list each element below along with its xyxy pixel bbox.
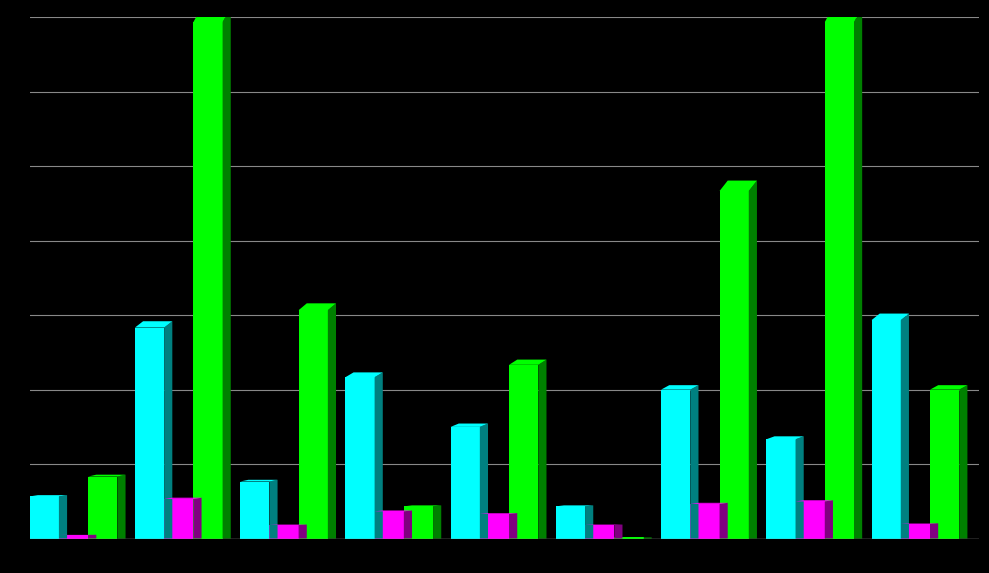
Bar: [88, 477, 118, 539]
Polygon shape: [614, 524, 622, 539]
Polygon shape: [194, 7, 230, 22]
Bar: [375, 511, 404, 539]
Polygon shape: [766, 436, 804, 439]
Bar: [871, 320, 901, 539]
Polygon shape: [959, 385, 967, 539]
Bar: [269, 525, 299, 539]
Bar: [901, 524, 930, 539]
Bar: [135, 328, 164, 539]
Polygon shape: [269, 480, 278, 539]
Polygon shape: [690, 385, 698, 539]
Bar: [825, 22, 854, 539]
Bar: [720, 191, 749, 539]
Polygon shape: [749, 180, 757, 539]
Polygon shape: [825, 7, 862, 22]
Bar: [164, 499, 194, 539]
Polygon shape: [30, 495, 67, 496]
Polygon shape: [327, 303, 336, 539]
Bar: [661, 390, 690, 539]
Polygon shape: [720, 180, 757, 191]
Bar: [451, 427, 480, 539]
Polygon shape: [930, 385, 967, 390]
Polygon shape: [509, 360, 547, 365]
Polygon shape: [451, 423, 488, 427]
Polygon shape: [164, 498, 202, 499]
Polygon shape: [871, 313, 909, 320]
Bar: [345, 377, 375, 539]
Polygon shape: [404, 511, 412, 539]
Bar: [766, 439, 795, 539]
Polygon shape: [720, 503, 728, 539]
Bar: [194, 22, 223, 539]
Bar: [930, 390, 959, 539]
Polygon shape: [433, 505, 441, 539]
Bar: [299, 310, 327, 539]
Polygon shape: [240, 480, 278, 481]
Polygon shape: [538, 360, 547, 539]
Bar: [240, 481, 269, 539]
Polygon shape: [480, 423, 488, 539]
Bar: [59, 535, 88, 539]
Polygon shape: [930, 523, 939, 539]
Polygon shape: [644, 537, 652, 539]
Bar: [404, 507, 433, 539]
Polygon shape: [164, 321, 172, 539]
Polygon shape: [88, 474, 126, 477]
Polygon shape: [345, 372, 383, 377]
Polygon shape: [556, 505, 593, 507]
Polygon shape: [59, 495, 67, 539]
Polygon shape: [585, 505, 593, 539]
Bar: [585, 525, 614, 539]
Polygon shape: [223, 7, 230, 539]
Polygon shape: [375, 372, 383, 539]
Polygon shape: [795, 500, 833, 501]
Polygon shape: [795, 436, 804, 539]
Bar: [509, 365, 538, 539]
Polygon shape: [299, 524, 307, 539]
Polygon shape: [135, 321, 172, 328]
Bar: [795, 501, 825, 539]
Polygon shape: [194, 498, 202, 539]
Polygon shape: [404, 505, 441, 507]
Bar: [480, 514, 509, 539]
Bar: [556, 507, 585, 539]
Bar: [690, 504, 720, 539]
Polygon shape: [854, 7, 862, 539]
Polygon shape: [690, 503, 728, 504]
Polygon shape: [509, 513, 517, 539]
Polygon shape: [661, 385, 698, 390]
Polygon shape: [88, 535, 96, 539]
Polygon shape: [901, 313, 909, 539]
Polygon shape: [118, 474, 126, 539]
Bar: [30, 496, 59, 539]
Polygon shape: [480, 513, 517, 514]
Polygon shape: [299, 303, 336, 310]
Polygon shape: [825, 500, 833, 539]
Bar: [614, 537, 644, 539]
